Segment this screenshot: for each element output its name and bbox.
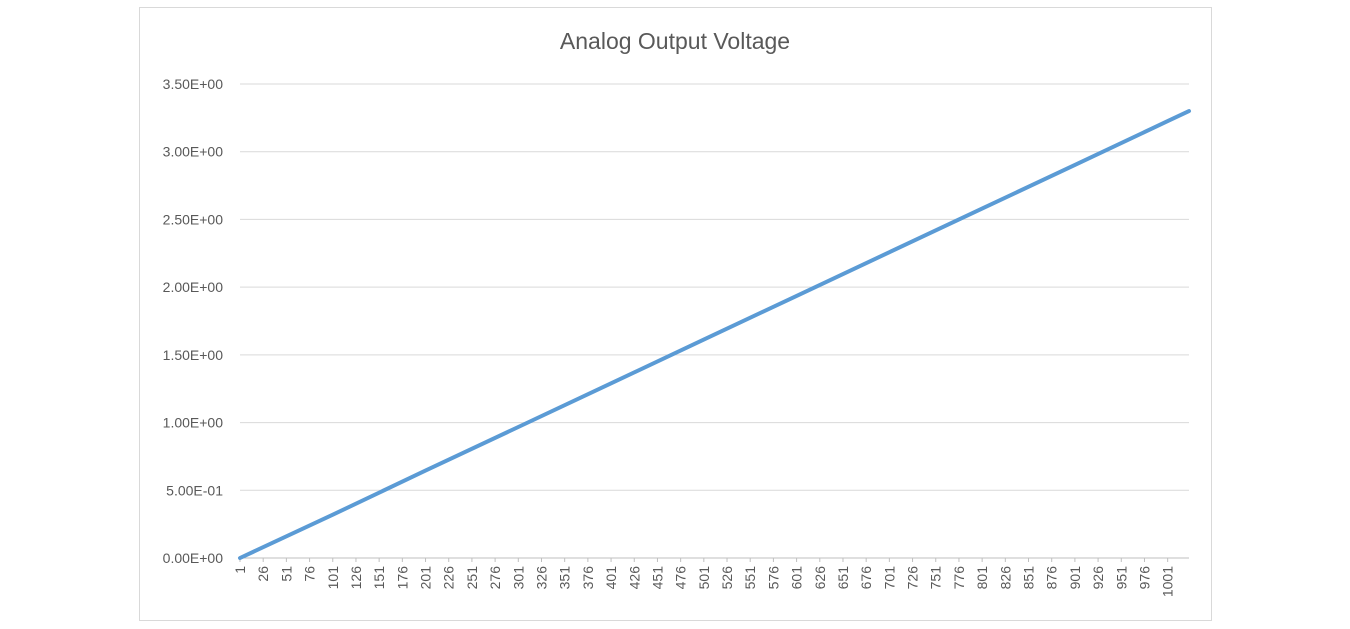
x-tick-label: 576 <box>765 566 781 590</box>
x-tick-label: 501 <box>696 566 712 590</box>
x-tick-label: 626 <box>812 566 828 590</box>
x-tick-label: 676 <box>858 566 874 590</box>
x-tick-label: 726 <box>905 566 921 590</box>
y-tick-label: 3.00E+00 <box>163 144 224 160</box>
x-tick-label: 376 <box>580 566 596 590</box>
x-tick-label: 476 <box>673 566 689 590</box>
x-tick-label: 451 <box>649 566 665 590</box>
y-tick-label: 5.00E-01 <box>166 482 223 498</box>
x-tick-label: 276 <box>487 566 503 590</box>
y-tick-label: 1.50E+00 <box>163 347 224 363</box>
x-tick-label: 126 <box>348 566 364 590</box>
x-tick-label: 951 <box>1113 566 1129 590</box>
x-tick-label: 51 <box>278 566 294 582</box>
x-tick-label: 351 <box>557 566 573 590</box>
x-tick-label: 701 <box>881 566 897 590</box>
x-tick-label: 101 <box>325 566 341 590</box>
x-tick-label: 651 <box>835 566 851 590</box>
chart-area <box>139 7 1212 621</box>
x-tick-label: 251 <box>464 566 480 590</box>
x-tick-label: 401 <box>603 566 619 590</box>
x-tick-label: 426 <box>626 566 642 590</box>
x-tick-label: 226 <box>441 566 457 590</box>
x-tick-label: 326 <box>533 566 549 590</box>
x-tick-label: 26 <box>255 566 271 582</box>
x-tick-label: 76 <box>302 566 318 582</box>
y-tick-label: 2.50E+00 <box>163 211 224 227</box>
x-tick-label: 1 <box>232 566 248 574</box>
x-tick-label: 926 <box>1090 566 1106 590</box>
x-tick-label: 876 <box>1044 566 1060 590</box>
y-tick-label: 3.50E+00 <box>163 76 224 92</box>
x-tick-label: 901 <box>1067 566 1083 590</box>
series-line <box>238 109 1191 560</box>
x-tick-label: 301 <box>510 566 526 590</box>
x-tick-label: 551 <box>742 566 758 590</box>
y-tick-label: 2.00E+00 <box>163 279 224 295</box>
x-tick-label: 176 <box>394 566 410 590</box>
x-tick-label: 201 <box>418 566 434 590</box>
x-tick-label: 851 <box>1021 566 1037 590</box>
x-tick-label: 976 <box>1136 566 1152 590</box>
chart-title: Analog Output Voltage <box>559 28 791 54</box>
x-tick-label: 151 <box>371 566 387 590</box>
x-tick-label: 1001 <box>1160 566 1176 597</box>
x-tick-label: 776 <box>951 566 967 590</box>
y-tick-label: 0.00E+00 <box>163 550 224 566</box>
y-tick-label: 1.00E+00 <box>163 415 224 431</box>
x-tick-label: 526 <box>719 566 735 590</box>
x-tick-label: 751 <box>928 566 944 590</box>
x-tick-label: 826 <box>997 566 1013 590</box>
x-tick-label: 801 <box>974 566 990 590</box>
x-tick-label: 601 <box>789 566 805 590</box>
